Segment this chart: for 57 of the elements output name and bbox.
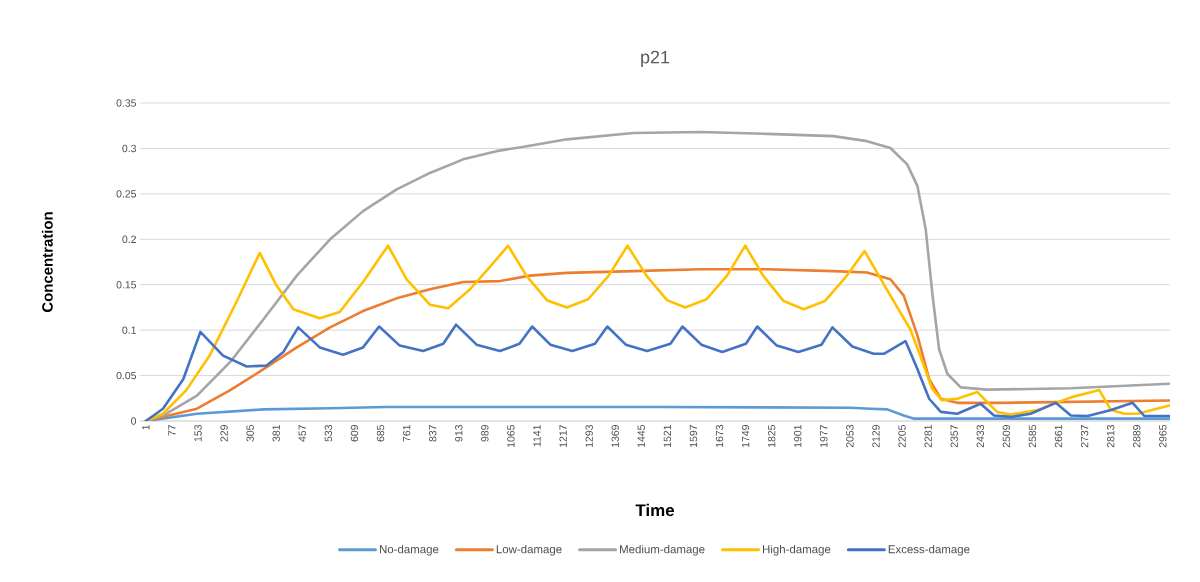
x-tick-label: 837 <box>428 425 437 442</box>
x-tick-label: 305 <box>246 424 254 442</box>
x-tick-label: 77 <box>168 425 176 436</box>
x-tick-label: 2965 <box>1159 424 1167 448</box>
x-tick-label: 1141 <box>533 425 541 447</box>
x-tick-label: 1521 <box>663 425 672 447</box>
x-tick-label: 2053 <box>846 424 854 448</box>
x-tick-label: 609 <box>350 425 359 442</box>
x-tick-label: 2585 <box>1028 424 1037 448</box>
x-tick-label: 2813 <box>1106 424 1115 448</box>
x-tick-label: 1673 <box>715 424 724 447</box>
x-tick-label: 1597 <box>689 425 698 447</box>
y-tick-label: 0.05 <box>116 371 137 380</box>
x-tick-label: 2889 <box>1133 425 1141 448</box>
x-tick-label: 1901 <box>794 425 802 447</box>
y-tick-label: 0.15 <box>116 281 137 289</box>
y-tick-label: 0.35 <box>116 99 137 107</box>
y-tick-label: 0.1 <box>122 326 136 334</box>
x-tick-label: 2281 <box>924 425 932 448</box>
x-tick-label: 2737 <box>1080 425 1089 448</box>
y-axis-title: Concentration <box>41 212 53 313</box>
line-series <box>144 323 1171 421</box>
legend-label: No-damage <box>379 544 439 556</box>
legend-label: High-damage <box>762 544 831 556</box>
x-tick-label: 2205 <box>898 424 906 448</box>
x-tick-label: 1369 <box>611 425 619 447</box>
x-tick-label: 153 <box>194 424 202 442</box>
legend-label: Medium-damage <box>620 544 705 556</box>
x-tick-label: 2661 <box>1054 425 1063 448</box>
x-tick-label: 533 <box>324 424 333 442</box>
x-tick-label: 457 <box>298 425 306 442</box>
y-tick-label: 0.2 <box>122 235 136 243</box>
x-tick-label: 1217 <box>559 425 567 447</box>
x-tick-label: 1749 <box>741 425 750 447</box>
x-tick-label: 989 <box>481 425 489 442</box>
x-tick-label: 1825 <box>767 424 776 447</box>
legend-label: Low-damage <box>496 544 562 556</box>
x-tick-label: 2129 <box>872 425 880 448</box>
x-tick-label: 2357 <box>950 425 958 448</box>
x-tick-label: 1065 <box>507 424 515 447</box>
y-tick-label: 0.3 <box>122 144 137 153</box>
x-tick-label: 1445 <box>637 424 645 447</box>
x-tick-label: 913 <box>455 424 463 442</box>
y-tick-label: 0 <box>131 417 137 425</box>
x-tick-label: 1 <box>142 425 150 430</box>
x-tick-label: 1977 <box>820 425 828 447</box>
y-tick-label: 0.25 <box>116 190 137 198</box>
x-tick-label: 229 <box>220 425 228 442</box>
x-tick-label: 1293 <box>585 424 593 447</box>
chart-title: p21 <box>641 50 670 67</box>
x-tick-label: 2509 <box>1002 425 1011 448</box>
x-axis-title: Time <box>635 503 675 517</box>
x-tick-label: 381 <box>272 425 280 442</box>
x-tick-label: 685 <box>376 424 385 442</box>
legend-label: Excess-damage <box>888 544 970 556</box>
x-tick-label: 761 <box>402 425 411 442</box>
x-tick-label: 2433 <box>976 424 984 448</box>
